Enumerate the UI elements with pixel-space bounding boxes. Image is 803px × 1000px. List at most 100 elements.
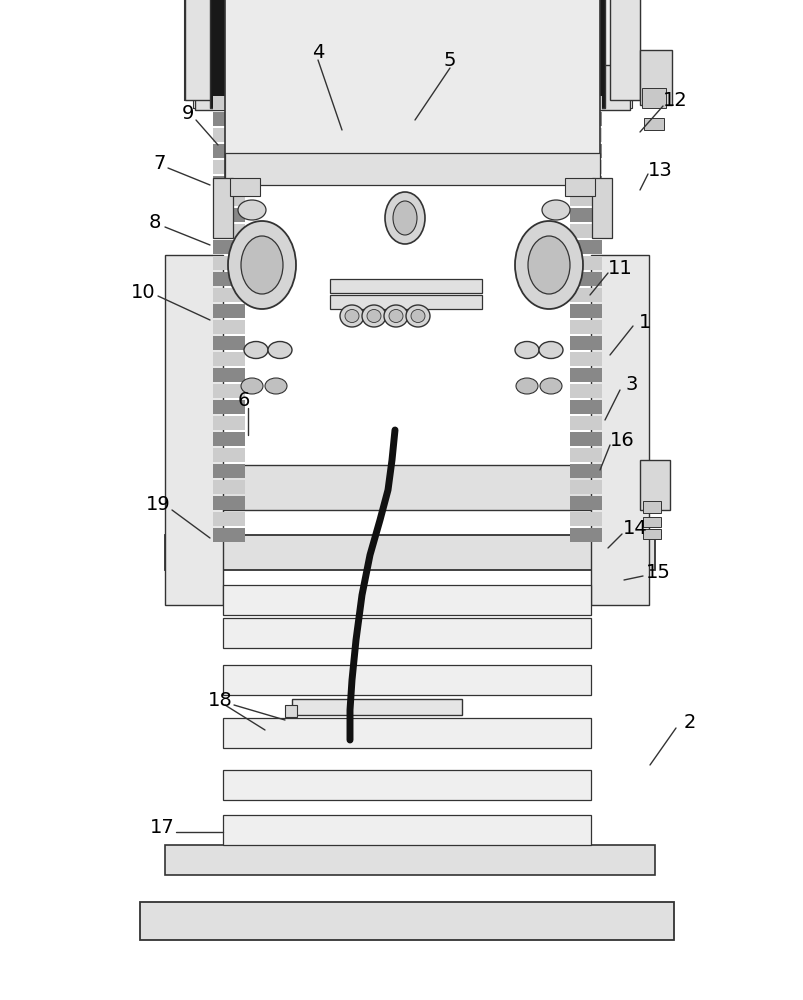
Bar	[569, 176, 601, 190]
Text: 8: 8	[149, 213, 161, 232]
Bar	[569, 96, 601, 110]
Bar	[569, 256, 601, 270]
Ellipse shape	[406, 305, 430, 327]
Bar	[165, 535, 654, 570]
Text: 14: 14	[622, 518, 646, 538]
Ellipse shape	[516, 378, 537, 394]
Bar	[213, 272, 245, 286]
Bar	[569, 448, 601, 462]
Text: 16: 16	[609, 430, 634, 450]
Bar	[213, 496, 245, 510]
Bar	[569, 144, 601, 158]
Bar	[213, 352, 245, 366]
Ellipse shape	[515, 342, 538, 359]
Bar	[213, 400, 245, 414]
Bar	[230, 178, 259, 196]
Ellipse shape	[265, 378, 287, 394]
Bar	[569, 352, 601, 366]
Bar	[213, 512, 245, 526]
Bar	[642, 88, 665, 108]
Bar	[195, 65, 630, 110]
Text: 13: 13	[647, 161, 671, 180]
Bar	[213, 480, 245, 494]
Ellipse shape	[541, 200, 569, 220]
Text: 2: 2	[683, 712, 695, 731]
Bar	[642, 517, 660, 527]
Bar	[569, 192, 601, 206]
Bar	[193, 0, 631, 108]
Bar	[569, 512, 601, 526]
Bar	[213, 304, 245, 318]
Bar	[329, 279, 482, 293]
Bar	[590, 255, 648, 605]
Ellipse shape	[389, 310, 402, 322]
Text: 15: 15	[645, 562, 670, 582]
Bar	[569, 272, 601, 286]
Bar	[140, 902, 673, 940]
Ellipse shape	[238, 200, 266, 220]
Text: 12: 12	[662, 91, 687, 110]
Ellipse shape	[528, 236, 569, 294]
Bar	[565, 178, 594, 196]
Bar	[165, 255, 222, 605]
Bar	[213, 336, 245, 350]
Bar	[222, 815, 590, 845]
Bar	[213, 240, 245, 254]
Bar	[569, 528, 601, 542]
Text: 11: 11	[607, 258, 632, 277]
Bar	[213, 288, 245, 302]
Bar	[213, 448, 245, 462]
Bar	[213, 178, 233, 238]
Bar	[213, 192, 245, 206]
Text: 18: 18	[207, 690, 232, 710]
Ellipse shape	[267, 342, 291, 359]
Bar	[569, 208, 601, 222]
Bar	[609, 0, 639, 100]
Bar	[213, 320, 245, 334]
Bar	[569, 224, 601, 238]
Bar	[225, 153, 599, 185]
Bar	[213, 432, 245, 446]
Ellipse shape	[241, 236, 283, 294]
Bar	[642, 529, 660, 539]
Bar	[569, 160, 601, 174]
Ellipse shape	[241, 378, 263, 394]
Text: 7: 7	[153, 154, 166, 173]
Text: 10: 10	[131, 282, 155, 302]
Bar	[569, 112, 601, 126]
Ellipse shape	[385, 192, 425, 244]
Ellipse shape	[384, 305, 407, 327]
Text: 5: 5	[443, 51, 455, 70]
Bar	[569, 128, 601, 142]
Bar	[185, 0, 639, 100]
Bar	[222, 618, 590, 648]
Bar	[591, 178, 611, 238]
Bar	[569, 432, 601, 446]
Bar	[213, 528, 245, 542]
Text: 19: 19	[145, 495, 170, 514]
Bar	[213, 128, 245, 142]
Bar	[165, 845, 654, 875]
Bar	[569, 480, 601, 494]
Ellipse shape	[540, 378, 561, 394]
Bar	[569, 320, 601, 334]
Bar	[213, 368, 245, 382]
Bar	[643, 118, 663, 130]
Text: 1: 1	[638, 312, 650, 332]
Ellipse shape	[538, 342, 562, 359]
Bar	[569, 288, 601, 302]
Bar	[213, 384, 245, 398]
Bar	[213, 144, 245, 158]
Bar	[329, 295, 482, 309]
Bar	[222, 718, 590, 748]
Ellipse shape	[243, 342, 267, 359]
Bar	[569, 240, 601, 254]
Bar	[213, 208, 245, 222]
Bar	[569, 384, 601, 398]
Ellipse shape	[393, 201, 417, 235]
Bar	[639, 460, 669, 510]
Bar	[222, 770, 590, 800]
Bar	[210, 0, 247, 108]
Ellipse shape	[366, 310, 381, 322]
Bar	[213, 96, 245, 110]
